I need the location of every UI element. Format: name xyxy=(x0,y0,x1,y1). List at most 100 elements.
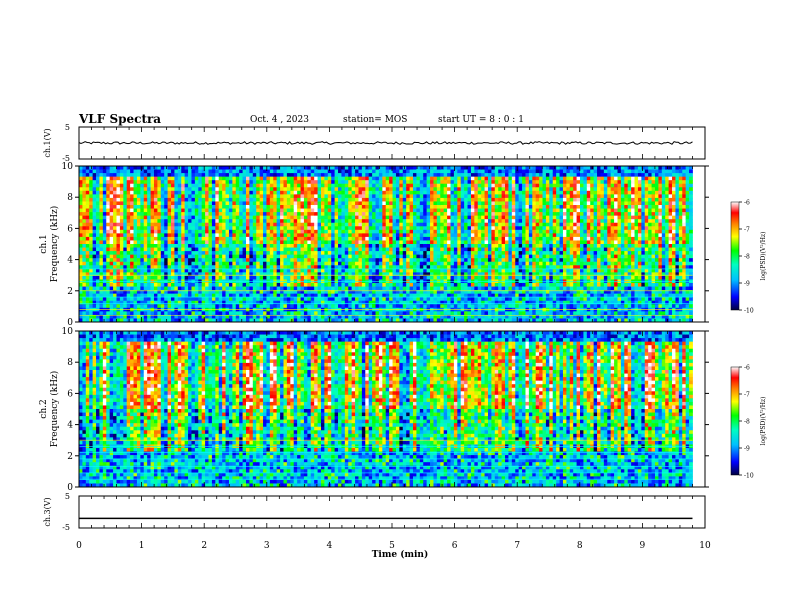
spectrogram-cell xyxy=(433,176,438,181)
spectrogram-cell xyxy=(293,229,298,234)
spectrogram-cell xyxy=(205,197,209,202)
spectrogram-cell xyxy=(419,254,424,259)
spectrogram-cell xyxy=(208,212,213,217)
spectrogram-cell xyxy=(164,166,169,170)
spectrogram-cell xyxy=(259,272,264,277)
spectrogram-cell xyxy=(433,219,438,224)
spectrogram-cell xyxy=(222,261,226,266)
spectrogram-cell xyxy=(402,261,407,266)
spectrogram-cell xyxy=(361,318,366,323)
spectrogram-cell xyxy=(310,208,315,213)
spectrogram-cell xyxy=(430,240,434,245)
spectrogram-cell xyxy=(228,197,233,202)
spectrogram-cell xyxy=(205,183,209,188)
spectrogram-cell xyxy=(99,190,104,195)
spectrogram-cell xyxy=(286,240,291,245)
spectrogram-cell xyxy=(235,254,240,259)
spectrogram-cell xyxy=(160,169,165,174)
spectrogram-cell xyxy=(269,251,274,256)
spectrogram-cell xyxy=(153,208,158,213)
spectrogram-cell xyxy=(150,173,155,178)
spectrogram-cell xyxy=(413,215,417,220)
spectrogram-cell xyxy=(406,300,410,305)
spectrogram-cell xyxy=(368,176,373,181)
spectrogram-cell xyxy=(242,173,247,178)
spectrogram-cell xyxy=(126,197,131,202)
spectrogram-cell xyxy=(320,268,325,273)
spectrogram-cell xyxy=(160,275,165,280)
spectrogram-cell xyxy=(341,311,346,316)
spectrogram-cell xyxy=(164,300,169,305)
spectrogram-cell xyxy=(150,187,155,192)
spectrogram-cell xyxy=(389,197,393,202)
spectrogram-cell xyxy=(303,240,308,245)
spectrogram-cell xyxy=(399,240,404,245)
spectrogram-cell xyxy=(119,286,124,291)
spectrogram-cell xyxy=(235,169,240,174)
spectrogram-cell xyxy=(443,222,448,227)
spectrogram-cell xyxy=(164,219,169,224)
spectrogram-cell xyxy=(218,180,223,185)
spectrogram-cell xyxy=(317,283,322,287)
spectrogram-cell xyxy=(239,297,243,302)
spectrogram-cell xyxy=(443,272,448,277)
spectrogram-cell xyxy=(443,219,448,224)
spectrogram-cell xyxy=(457,208,462,213)
spectrogram-cell xyxy=(409,215,414,220)
spectrogram-cell xyxy=(375,247,380,252)
spectrogram-cell xyxy=(303,275,308,280)
spectrogram-cell xyxy=(334,229,339,234)
spectrogram-cell xyxy=(273,258,278,263)
spectrogram-cell xyxy=(433,222,438,227)
spectrogram-cell xyxy=(450,244,455,248)
spectrogram-cell xyxy=(228,240,233,245)
spectrogram-cell xyxy=(252,244,257,248)
spectrogram-cell xyxy=(389,286,393,291)
spectrogram-cell xyxy=(119,219,124,224)
spectrogram-cell xyxy=(130,261,134,266)
spectrogram-cell xyxy=(140,190,145,195)
spectrogram-cell xyxy=(447,208,451,213)
spectrogram-cell xyxy=(409,201,414,206)
spectrogram-cell xyxy=(334,244,339,248)
spectrogram-cell xyxy=(239,222,243,227)
spectrogram-cell xyxy=(341,222,346,227)
spectrogram-cell xyxy=(450,176,455,181)
spectrogram-cell xyxy=(430,268,434,273)
spectrogram-cell xyxy=(92,197,97,202)
spectrogram-cell xyxy=(188,247,192,252)
spectrogram-cell xyxy=(177,293,182,298)
spectrogram-cell xyxy=(409,311,414,316)
spectrogram-cell xyxy=(392,293,397,298)
spectrogram-cell xyxy=(174,254,179,259)
spectrogram-cell xyxy=(259,247,264,252)
spectrogram-cell xyxy=(113,261,117,266)
spectrogram-cell xyxy=(140,187,145,192)
spectrogram-cell xyxy=(246,268,250,273)
spectrogram-cell xyxy=(375,290,380,295)
spectrogram-cell xyxy=(136,205,141,209)
spectrogram-cell xyxy=(406,197,410,202)
spectrogram-cell xyxy=(119,261,124,266)
spectrogram-cell xyxy=(450,300,455,305)
spectrogram-cell xyxy=(423,275,428,280)
spectrogram-cell xyxy=(358,261,363,266)
spectrogram-cell xyxy=(450,187,455,192)
spectrogram-cell xyxy=(419,176,424,181)
spectrogram-cell xyxy=(259,251,264,256)
spectrogram-cell xyxy=(443,283,448,287)
spectrogram-cell xyxy=(259,275,264,280)
spectrogram-cell xyxy=(419,318,424,323)
spectrogram-cell xyxy=(205,226,209,231)
spectrogram-cell xyxy=(351,208,356,213)
spectrogram-cell xyxy=(303,261,308,266)
spectrogram-cell xyxy=(389,222,393,227)
spectrogram-cell xyxy=(331,194,336,199)
spectrogram-cell xyxy=(222,251,226,256)
spectrogram-cell xyxy=(246,208,250,213)
spectrogram-cell xyxy=(378,176,383,181)
spectrogram-cell xyxy=(389,244,393,248)
spectrogram-cell xyxy=(351,183,356,188)
spectrogram-cell xyxy=(208,229,213,234)
spectrogram-cell xyxy=(293,290,298,295)
